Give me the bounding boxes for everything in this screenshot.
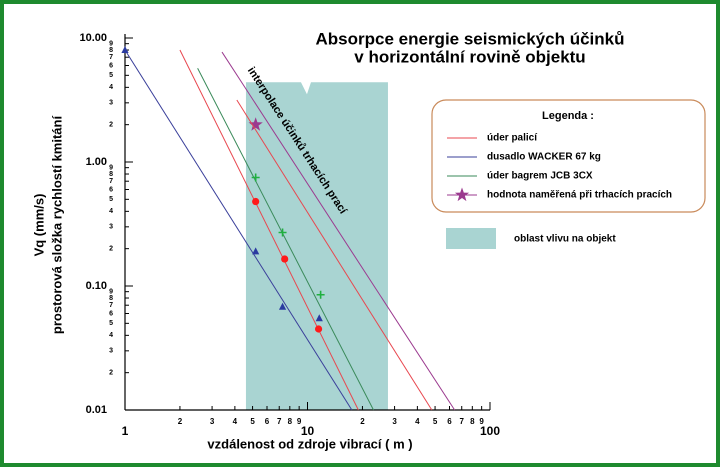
y-tick-label: 9 xyxy=(109,41,113,48)
x-tick-label: 9 xyxy=(479,417,484,426)
point xyxy=(248,117,263,131)
x-tick-label: 100 xyxy=(480,424,500,438)
chart-title: Absorpce energie seismických účinků xyxy=(316,29,625,48)
y-tick-label: 4 xyxy=(109,84,113,91)
x-tick-label: 7 xyxy=(277,417,282,426)
legend-label: oblast vlivu na objekt xyxy=(514,234,616,245)
y-tick-label: 1.00 xyxy=(86,156,107,168)
y-tick-label: 7 xyxy=(109,54,113,61)
y-tick-label: 7 xyxy=(109,178,113,185)
y-tick-label: 0.01 xyxy=(86,404,107,416)
x-tick-label: 9 xyxy=(297,417,302,426)
x-tick-label: 6 xyxy=(265,417,270,426)
y-tick-label: 6 xyxy=(109,62,113,69)
y-tick-label: 2 xyxy=(109,122,113,129)
legend-title: Legenda : xyxy=(542,110,594,122)
point xyxy=(251,173,260,182)
y-tick-label: 2 xyxy=(109,246,113,253)
y-tick-label: 6 xyxy=(109,186,113,193)
legend-swatch xyxy=(446,228,496,249)
legend-box xyxy=(431,99,706,213)
point xyxy=(252,197,260,206)
y-axis-label: Vq (mm/s) xyxy=(31,194,46,257)
x-tick-label: 3 xyxy=(210,417,215,426)
x-tick-label: 2 xyxy=(178,417,183,426)
legend-label: hodnota naměřená při trhacích pracích xyxy=(487,190,672,201)
legend-label: úder palicí xyxy=(487,133,538,144)
y-tick-label: 5 xyxy=(109,320,113,327)
point xyxy=(314,325,323,333)
y-tick-label: 8 xyxy=(109,171,113,178)
x-tick-label: 6 xyxy=(447,417,452,426)
y-tick-label: 9 xyxy=(109,165,113,172)
y-axis-label: prostorová složka rychlostí kmitání xyxy=(49,116,64,335)
y-tick-label: 0.10 xyxy=(86,280,107,292)
x-tick-label: 3 xyxy=(392,417,397,426)
series-line xyxy=(236,99,433,411)
x-tick-label: 8 xyxy=(470,417,475,426)
y-tick-label: 10.00 xyxy=(79,32,107,44)
x-tick-label: 8 xyxy=(288,417,293,426)
legend-label: dusadlo WACKER 67 kg xyxy=(487,152,601,163)
x-tick-label: 1 xyxy=(122,424,129,438)
series-line xyxy=(221,51,456,411)
y-tick-label: 3 xyxy=(109,100,113,107)
x-axis-label: vzdálenost od zdroje vibrací ( m ) xyxy=(207,436,412,451)
y-tick-label: 6 xyxy=(109,310,113,317)
x-tick-label: 5 xyxy=(250,417,255,426)
point xyxy=(278,302,287,310)
point xyxy=(121,46,129,54)
x-tick-label: 7 xyxy=(460,417,465,426)
y-tick-label: 8 xyxy=(109,295,113,302)
y-tick-label: 8 xyxy=(109,47,113,54)
y-tick-label: 5 xyxy=(109,196,113,203)
y-tick-label: 3 xyxy=(109,224,113,231)
point xyxy=(315,314,323,322)
series-line xyxy=(124,49,353,411)
y-tick-label: 5 xyxy=(109,72,113,79)
region xyxy=(245,82,388,411)
chart-subtitle: v horizontální rovině objektu xyxy=(354,47,585,66)
x-tick-label: 5 xyxy=(433,417,438,426)
x-tick-label: 4 xyxy=(233,417,238,426)
point xyxy=(316,290,325,299)
series-line xyxy=(179,49,359,411)
y-tick-label: 4 xyxy=(109,208,113,215)
series-line xyxy=(197,68,374,411)
x-tick-label: 2 xyxy=(360,417,365,426)
y-tick-label: 4 xyxy=(109,332,113,339)
y-tick-label: 3 xyxy=(109,348,113,355)
x-tick-label: 4 xyxy=(415,417,420,426)
y-tick-label: 9 xyxy=(109,289,113,296)
legend-marker xyxy=(454,187,470,202)
point xyxy=(281,255,289,263)
legend-label: úder bagrem JCB 3CX xyxy=(487,171,593,182)
point xyxy=(278,228,287,237)
y-tick-label: 2 xyxy=(109,370,113,377)
point xyxy=(252,247,260,255)
y-tick-label: 7 xyxy=(109,302,113,309)
x-tick-label: 10 xyxy=(301,424,315,438)
